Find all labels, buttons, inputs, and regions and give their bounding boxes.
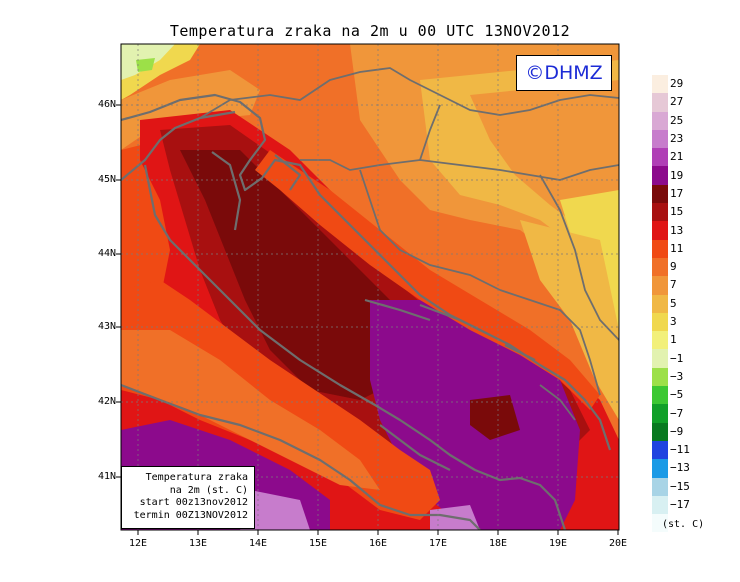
colorbar-swatch bbox=[652, 203, 668, 222]
colorbar-swatch bbox=[652, 129, 668, 149]
coastlines bbox=[121, 93, 612, 530]
colorbar-label: −15 bbox=[670, 479, 690, 493]
colorbar-swatch bbox=[652, 312, 668, 332]
colorbar-label: 27 bbox=[670, 95, 684, 109]
lat-label-44n: 44N bbox=[97, 248, 116, 259]
colorbar-swatch bbox=[652, 514, 668, 533]
colorbar-label: −3 bbox=[670, 369, 684, 383]
lon-label-12e: 12E bbox=[128, 538, 148, 549]
colorbar-swatch bbox=[652, 93, 668, 112]
lon-label-14e: 14E bbox=[248, 538, 268, 549]
colorbar-swatch bbox=[652, 349, 668, 368]
colorbar-swatch bbox=[652, 184, 668, 204]
colorbar-label: −11 bbox=[670, 443, 690, 457]
colorbar-label: 15 bbox=[670, 205, 684, 219]
lat-label-45n: 45N bbox=[97, 174, 116, 185]
colorbar-label: 5 bbox=[670, 296, 677, 310]
colorbar-swatch bbox=[652, 386, 668, 405]
colorbar-label: −5 bbox=[670, 388, 684, 402]
lat-label-41n: 41N bbox=[97, 471, 116, 482]
lat-lon-grid bbox=[121, 44, 619, 530]
colorbar-swatch bbox=[652, 477, 668, 496]
colorbar-swatch bbox=[652, 148, 668, 167]
colorbar-swatch bbox=[652, 239, 668, 258]
colorbar-label: 3 bbox=[670, 315, 677, 329]
colorbar-label: 29 bbox=[670, 77, 684, 91]
colorbar-swatch bbox=[652, 75, 668, 94]
colorbar-label: 13 bbox=[670, 223, 684, 237]
colorbar-unit: (st. C) bbox=[662, 519, 705, 530]
colorbar-label: −17 bbox=[670, 498, 690, 512]
colorbar-label: 11 bbox=[670, 241, 684, 255]
lat-label-46n: 46N bbox=[97, 99, 116, 110]
colorbar-label: 9 bbox=[670, 260, 677, 274]
colorbar-label: −7 bbox=[670, 406, 684, 420]
colorbar-label: 7 bbox=[670, 278, 677, 292]
colorbar-swatch bbox=[652, 367, 668, 387]
lon-label-18e: 18E bbox=[488, 538, 508, 549]
info-line-variable: Temperatura zraka bbox=[145, 472, 248, 483]
colorbar-label: 25 bbox=[670, 113, 684, 127]
colorbar-swatch bbox=[652, 221, 668, 240]
colorbar-swatch bbox=[652, 166, 668, 185]
colorbar-swatch bbox=[652, 257, 668, 277]
lat-label-43n: 43N bbox=[97, 321, 116, 332]
info-line-term: termin 00Z13NOV2012 bbox=[133, 509, 248, 521]
colorbar-swatch bbox=[652, 404, 668, 423]
lon-label-15e: 15E bbox=[308, 538, 328, 549]
borders bbox=[199, 67, 619, 421]
lon-label-19e: 19E bbox=[548, 538, 568, 549]
lon-label-17e: 17E bbox=[428, 538, 448, 549]
colorbar-swatch bbox=[652, 459, 668, 478]
info-line-unit: na 2m (st. C) bbox=[169, 484, 248, 496]
colorbar-swatch bbox=[652, 331, 668, 350]
lon-label-20e: 20E bbox=[608, 538, 628, 549]
map-frame bbox=[120, 43, 620, 531]
colorbar-label: −9 bbox=[670, 424, 684, 438]
colorbar-swatch bbox=[652, 422, 668, 441]
colorbar-swatch bbox=[652, 294, 668, 313]
colorbar-swatch bbox=[652, 495, 668, 515]
colorbar-label: 21 bbox=[670, 150, 684, 164]
lon-label-16e: 16E bbox=[368, 538, 388, 549]
lat-label-42n: 42N bbox=[97, 396, 116, 407]
temperature-field bbox=[121, 44, 619, 530]
colorbar-swatch bbox=[652, 276, 668, 295]
colorbar-label: −13 bbox=[670, 461, 690, 475]
colorbar-label: 17 bbox=[670, 186, 684, 200]
axis-ticks bbox=[116, 104, 619, 535]
colorbar-swatch bbox=[652, 440, 668, 460]
map-title: Temperatura zraka na 2m u 00 UTC 13NOV20… bbox=[169, 22, 571, 40]
colorbar-label: −1 bbox=[670, 351, 684, 365]
colorbar-label: 23 bbox=[670, 132, 684, 146]
colorbar bbox=[652, 75, 668, 533]
colorbar-label: 1 bbox=[670, 333, 677, 347]
colorbar-swatch bbox=[652, 111, 668, 130]
colorbar-label: 19 bbox=[670, 168, 684, 182]
lon-label-13e: 13E bbox=[188, 538, 208, 549]
dhmz-watermark: ©DHMZ bbox=[516, 55, 612, 91]
legend-info-box: Temperatura zraka na 2m (st. C) start 00… bbox=[121, 466, 255, 529]
info-line-start: start 00z13nov2012 bbox=[139, 497, 248, 508]
